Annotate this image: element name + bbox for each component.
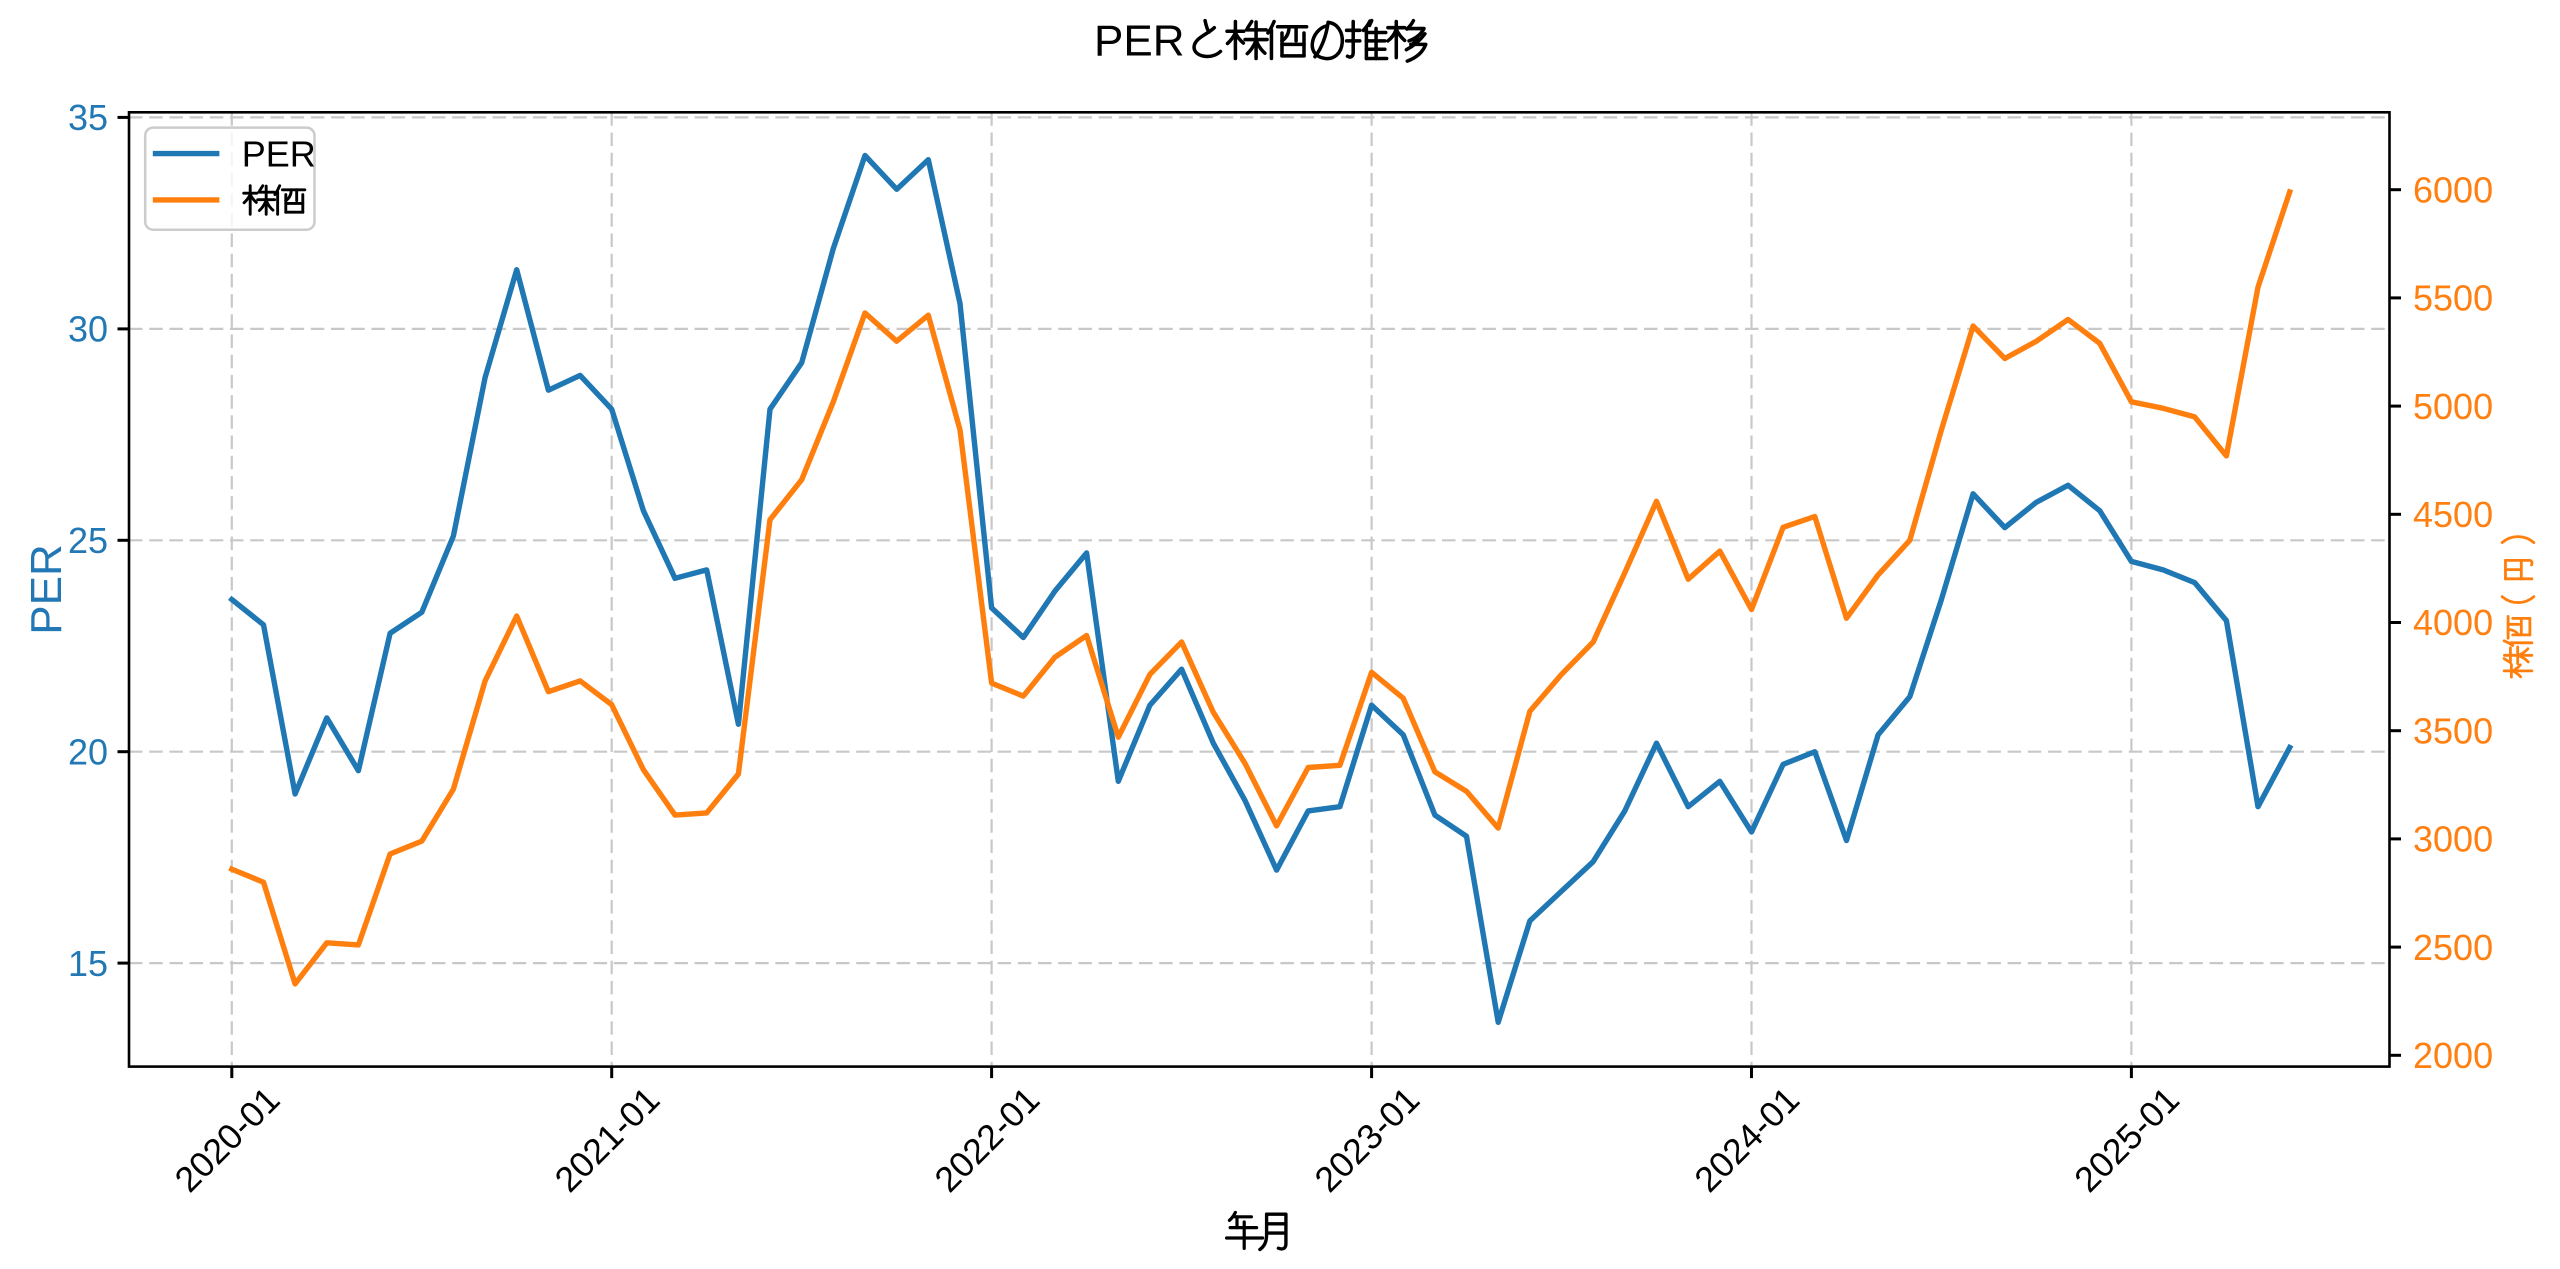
- svg-text:20: 20: [68, 731, 108, 772]
- svg-text:35: 35: [68, 97, 108, 138]
- svg-text:3000: 3000: [2413, 819, 2493, 860]
- svg-text:PER: PER: [22, 544, 71, 634]
- svg-text:2500: 2500: [2413, 927, 2493, 968]
- svg-text:30: 30: [68, 309, 108, 350]
- svg-text:6000: 6000: [2413, 169, 2493, 210]
- svg-text:3500: 3500: [2413, 710, 2493, 751]
- svg-text:15: 15: [68, 943, 108, 984]
- svg-text:4000: 4000: [2413, 602, 2493, 643]
- svg-text:5000: 5000: [2413, 386, 2493, 427]
- svg-text:4500: 4500: [2413, 494, 2493, 535]
- svg-text:PER: PER: [1094, 16, 1184, 65]
- svg-text:2000: 2000: [2413, 1035, 2493, 1076]
- svg-text:PER: PER: [242, 134, 316, 175]
- svg-text:25: 25: [68, 520, 108, 561]
- svg-text:5500: 5500: [2413, 278, 2493, 319]
